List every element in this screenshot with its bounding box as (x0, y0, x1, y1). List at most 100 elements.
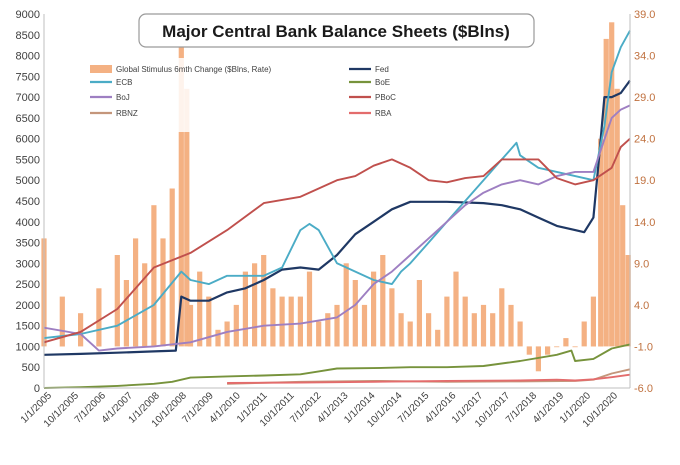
stimulus-bar (187, 304, 194, 347)
stimulus-bar (389, 288, 395, 347)
stimulus-bar (620, 205, 626, 347)
legend-label: BoE (375, 78, 390, 87)
left-tick-label: 8000 (16, 51, 40, 63)
right-tick-label: 4.0 (634, 300, 649, 312)
left-tick-label: 7500 (16, 71, 40, 83)
stimulus-bar (444, 296, 450, 347)
legend-label: BoJ (116, 93, 130, 102)
stimulus-bar (581, 321, 587, 347)
left-tick-label: 6500 (16, 113, 40, 125)
right-tick-label: -1.0 (634, 341, 653, 353)
stimulus-bar (306, 271, 313, 347)
stimulus-bar (563, 338, 569, 347)
series-lines (43, 30, 631, 389)
stimulus-bar (343, 263, 349, 347)
stimulus-bar (499, 288, 505, 347)
left-tick-label: 3000 (16, 258, 40, 270)
stimulus-bar (279, 296, 285, 347)
left-tick-label: 4500 (16, 196, 40, 208)
stimulus-bar (252, 263, 258, 347)
legend-label: Global Stimulus 6mth Change ($Blns, Rate… (116, 65, 272, 74)
stimulus-bar (270, 288, 276, 347)
stimulus-bar (297, 296, 303, 347)
series-line-boj (43, 104, 631, 352)
stimulus-bar (625, 255, 631, 347)
right-tick-label: 14.0 (634, 217, 655, 229)
stimulus-bar (590, 296, 596, 347)
stimulus-bar (233, 304, 239, 347)
stimulus-bar (614, 88, 620, 347)
left-tick-label: 500 (22, 362, 40, 374)
left-tick-label: 2000 (16, 300, 40, 312)
series-line-pboc (43, 137, 631, 344)
right-tick-label: 29.0 (634, 92, 655, 104)
stimulus-bar (197, 271, 203, 347)
stimulus-bar (169, 188, 175, 347)
left-tick-label: 7000 (16, 92, 40, 104)
stimulus-bar (407, 321, 413, 347)
stimulus-bar (96, 288, 102, 347)
right-tick-label: 9.0 (634, 258, 649, 270)
stimulus-bar (242, 271, 248, 347)
right-tick-label: 19.0 (634, 175, 655, 187)
left-tick-label: 9000 (16, 9, 40, 21)
series-line-rba (227, 373, 631, 384)
stimulus-bar (151, 205, 157, 347)
stimulus-bar (603, 38, 609, 347)
stimulus-bar (114, 255, 120, 347)
stimulus-bar (380, 255, 386, 347)
stimulus-bar (371, 271, 377, 347)
stimulus-bars (41, 22, 631, 372)
stimulus-bar (545, 346, 551, 355)
legend-label: RBNZ (116, 109, 138, 118)
stimulus-bar (572, 346, 578, 348)
right-tick-label: 24.0 (634, 134, 655, 146)
legend-background (84, 58, 546, 132)
stimulus-bar (426, 313, 432, 347)
left-tick-label: 0 (34, 383, 40, 395)
left-tick-label: 1500 (16, 321, 40, 333)
stimulus-bar (184, 88, 190, 347)
right-tick-label: 39.0 (634, 9, 655, 21)
stimulus-bar (78, 313, 84, 347)
stimulus-bar (435, 329, 441, 347)
stimulus-bar (288, 296, 294, 347)
stimulus-bar (361, 304, 368, 347)
stimulus-bar (598, 138, 604, 347)
legend-label: ECB (116, 78, 132, 87)
legend-label: PBoC (375, 93, 396, 102)
stimulus-bar (517, 321, 523, 347)
stimulus-bar (352, 280, 358, 347)
stimulus-bar (453, 271, 459, 347)
stimulus-bar (325, 313, 331, 347)
left-tick-label: 6000 (16, 134, 40, 146)
stimulus-bar (609, 22, 615, 347)
left-tick-label: 1000 (16, 341, 40, 353)
series-line-fed (43, 79, 631, 356)
stimulus-bar (471, 313, 477, 347)
stimulus-bar (462, 296, 468, 347)
legend-swatch-stimulus (90, 65, 112, 73)
series-line-ecb (43, 30, 631, 340)
right-tick-label: -6.0 (634, 383, 653, 395)
left-tick-label: 2500 (16, 279, 40, 291)
title-box: Major Central Bank Balance Sheets ($Blns… (138, 13, 535, 48)
series-line-boe (43, 343, 631, 389)
left-tick-label: 4000 (16, 217, 40, 229)
stimulus-bar (398, 313, 404, 347)
stimulus-bar (526, 346, 532, 355)
stimulus-bar (178, 30, 184, 347)
stimulus-bar (261, 255, 267, 347)
legend-label: Fed (375, 65, 389, 74)
left-tick-label: 5500 (16, 154, 40, 166)
stimulus-bar (123, 280, 129, 347)
stimulus-bar (334, 304, 340, 347)
legend: Global Stimulus 6mth Change ($Blns, Rate… (84, 58, 546, 132)
stimulus-bar (206, 296, 212, 347)
chart-title: Major Central Bank Balance Sheets ($Blns… (162, 22, 510, 41)
stimulus-bar (554, 346, 560, 348)
left-tick-label: 8500 (16, 30, 40, 42)
stimulus-bar (142, 263, 148, 347)
